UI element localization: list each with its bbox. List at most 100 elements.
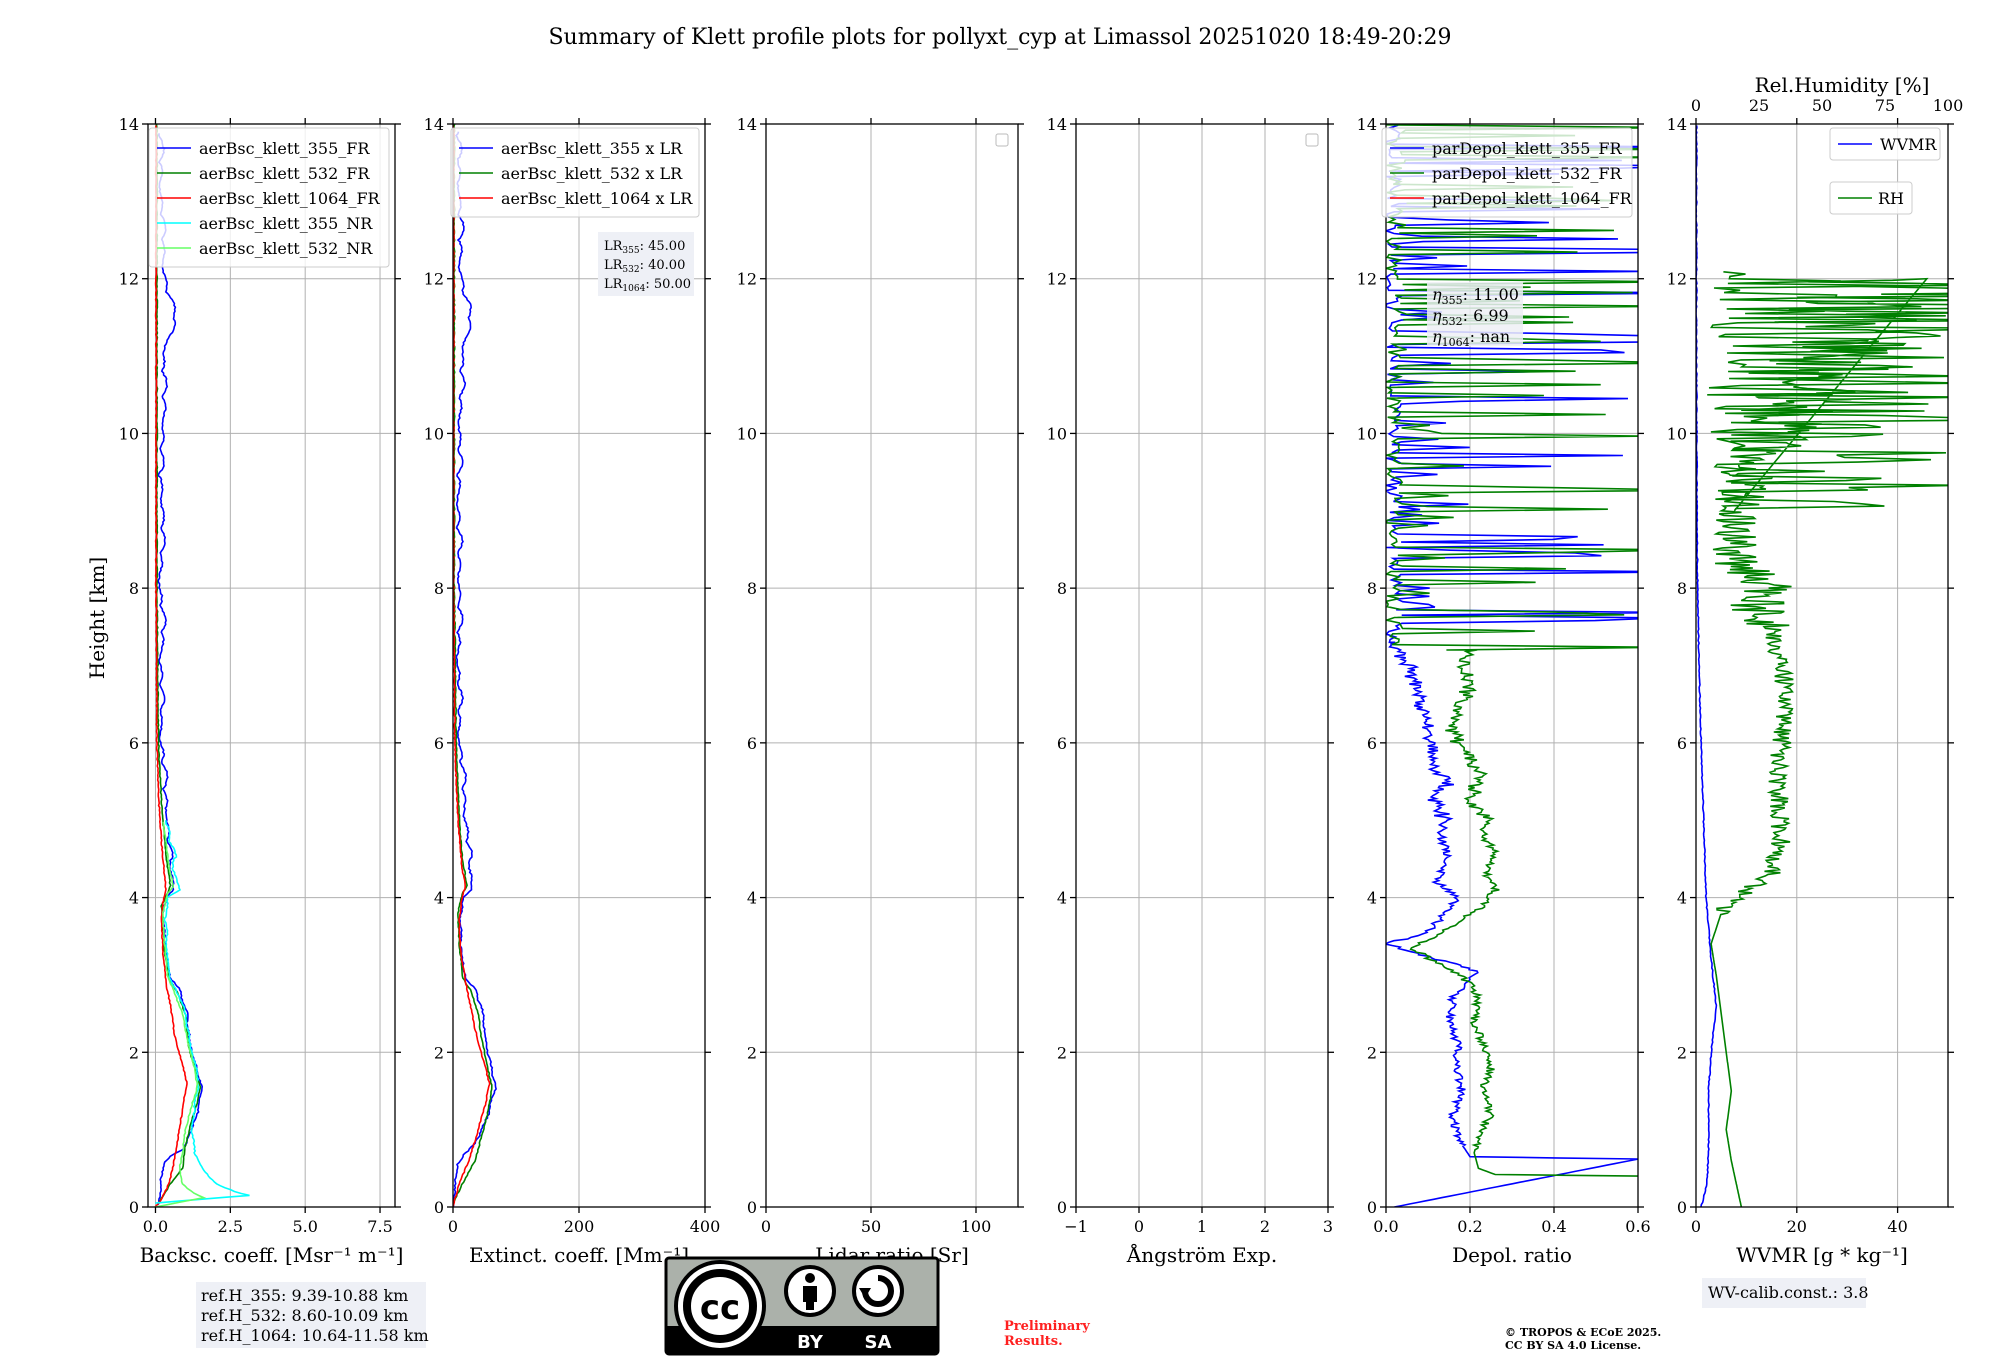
- preliminary-note-line2: Results.: [1004, 1334, 1063, 1349]
- height-axis-label: Height [km]: [85, 557, 109, 679]
- empty-legend: [1305, 133, 1319, 147]
- x-tick-label: 40: [1887, 1217, 1907, 1236]
- legend-label: aerBsc_klett_532_NR: [199, 239, 373, 258]
- y-tick-label: 2: [434, 1043, 444, 1062]
- y-tick-label: 4: [434, 889, 444, 908]
- copyright-line2: CC BY SA 4.0 License.: [1505, 1339, 1641, 1352]
- x-tick-label: 200: [564, 1217, 595, 1236]
- x-axis-label: Extinct. coeff. [Mm⁻¹]: [469, 1243, 689, 1267]
- x-axis-label: Backsc. coeff. [Msr⁻¹ m⁻¹]: [140, 1243, 404, 1267]
- annotation-line: ref.H_355: 9.39-10.88 km: [201, 1286, 408, 1305]
- x-tick-label: 50: [861, 1217, 881, 1236]
- y-tick-label: 6: [747, 734, 757, 753]
- annotation-line: LR532: 40.00: [604, 258, 685, 275]
- svg-text:cc: cc: [700, 1288, 740, 1328]
- y-tick-label: 14: [119, 115, 139, 134]
- top-x-tick-label: 75: [1875, 96, 1895, 115]
- empty-legend: [995, 133, 1009, 147]
- legend-label: aerBsc_klett_355_FR: [199, 139, 370, 158]
- series-line-WVMR: [1696, 125, 1718, 1207]
- series-line-aerBsc_klett_355 x LR: [453, 131, 497, 1207]
- legend-box: [148, 127, 390, 268]
- preliminary-note-line1: Preliminary: [1004, 1319, 1090, 1334]
- top-x-tick-label: 100: [1933, 96, 1964, 115]
- attribution-person-icon: [784, 1265, 836, 1317]
- x-tick-label: 0.0: [1373, 1217, 1398, 1236]
- x-tick-label: 0.0: [143, 1217, 168, 1236]
- y-tick-label: 2: [129, 1043, 139, 1062]
- y-tick-label: 12: [1047, 270, 1067, 289]
- y-tick-label: 10: [1047, 424, 1067, 443]
- y-tick-label: 4: [747, 889, 757, 908]
- legend-label: WVMR: [1880, 135, 1937, 154]
- legend: aerBsc_klett_355 x LR aerBsc_klett_532 x …: [450, 127, 700, 218]
- x-tick-label: 100: [961, 1217, 992, 1236]
- annotation-line: LR355: 45.00: [604, 239, 685, 256]
- y-tick-label: 4: [1057, 889, 1067, 908]
- x-tick-label: 0.2: [1457, 1217, 1482, 1236]
- y-tick-label: 14: [737, 115, 757, 134]
- legend: parDepol_klett_355_FR parDepol_klett_532_…: [1381, 127, 1633, 218]
- y-tick-label: 6: [434, 734, 444, 753]
- annotation-line: WV-calib.const.: 3.8: [1708, 1283, 1869, 1302]
- x-tick-label: 0: [1691, 1217, 1701, 1236]
- series-group: [154, 124, 250, 1207]
- legend-rh: RH: [1829, 181, 1913, 215]
- y-tick-label: 14: [1047, 115, 1067, 134]
- legend-label: parDepol_klett_355_FR: [1432, 139, 1623, 158]
- series-line-aerBsc_klett_355_FR: [157, 133, 204, 1206]
- y-tick-label: 4: [1367, 889, 1377, 908]
- x-tick-label: 0: [761, 1217, 771, 1236]
- x-axis-label: Depol. ratio: [1452, 1243, 1572, 1267]
- top-x-tick-label: 25: [1749, 96, 1769, 115]
- legend-label: aerBsc_klett_355_NR: [199, 214, 373, 233]
- top-x-tick-label: 0: [1691, 96, 1701, 115]
- y-tick-label: 2: [747, 1043, 757, 1062]
- legend-label: aerBsc_klett_532_FR: [199, 164, 370, 183]
- annotation-line: η355: 11.00: [1432, 285, 1519, 307]
- x-tick-label: 0.6: [1625, 1217, 1650, 1236]
- y-tick-label: 0: [1057, 1198, 1067, 1217]
- y-tick-label: 10: [424, 424, 444, 443]
- y-tick-label: 12: [1667, 270, 1687, 289]
- cc-logo-icon: cc: [674, 1260, 766, 1352]
- share-alike-icon: [852, 1265, 904, 1317]
- axes-frame: [147, 123, 396, 1208]
- x-axis-label: Ångström Exp.: [1126, 1242, 1277, 1267]
- y-tick-label: 2: [1677, 1043, 1687, 1062]
- x-tick-label: 5.0: [292, 1217, 317, 1236]
- cc-by-sa-badge: cc BY SA: [664, 1256, 940, 1356]
- y-tick-label: 12: [1357, 270, 1377, 289]
- lidar-ratio-box: LR355: 45.00 LR532: 40.00 LR1064: 50.00: [598, 232, 694, 296]
- series-line-aerBsc_klett_355_NR: [155, 820, 250, 1204]
- x-tick-label: 2: [1260, 1217, 1270, 1236]
- axes-frame: [1695, 123, 1949, 1208]
- x-axis-label: WVMR [g * kg⁻¹]: [1736, 1243, 1908, 1267]
- y-tick-label: 12: [737, 270, 757, 289]
- panel-depol: 0 2 4 6 8 10 12 14 0.0 0.2 0.4 0.6 Depol. ratio parDe…: [1357, 115, 1651, 1267]
- annotation-line: η1064: nan: [1432, 327, 1510, 349]
- legend-box: [1829, 127, 1941, 161]
- x-tick-label: 2.5: [218, 1217, 243, 1236]
- y-tick-label: 10: [1357, 424, 1377, 443]
- series-line-aerBsc_klett_1064_FR: [154, 125, 188, 1207]
- series-line-aerBsc_klett_532 x LR: [453, 124, 493, 1204]
- cc-by-label: BY: [797, 1332, 824, 1353]
- y-tick-label: 6: [1367, 734, 1377, 753]
- x-tick-label: 20: [1787, 1217, 1807, 1236]
- series-line-aerBsc_klett_532_NR: [155, 821, 207, 1207]
- legend-label: parDepol_klett_532_FR: [1432, 164, 1623, 183]
- legend-label: aerBsc_klett_355 x LR: [501, 139, 683, 158]
- y-tick-label: 0: [434, 1198, 444, 1217]
- legend: aerBsc_klett_355_FR aerBsc_klett_532_FRae…: [148, 127, 390, 268]
- x-tick-label: 3: [1323, 1217, 1333, 1236]
- annotation-line: ref.H_532: 8.60-10.09 km: [201, 1306, 408, 1325]
- panel-bsc: 0 2 4 6 8 10 12 14 0.0 2.5 5.0 7.5 Backsc. coeff. [M…: [119, 115, 429, 1348]
- annotation-line: ref.H_1064: 10.64-11.58 km: [201, 1326, 429, 1345]
- legend-box: [1381, 127, 1633, 218]
- y-tick-label: 0: [129, 1198, 139, 1217]
- legend-wvmr: WVMR: [1829, 127, 1941, 161]
